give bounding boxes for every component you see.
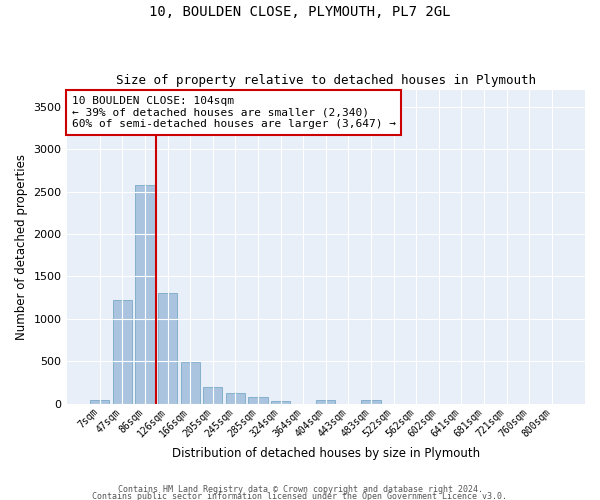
X-axis label: Distribution of detached houses by size in Plymouth: Distribution of detached houses by size … (172, 447, 480, 460)
Bar (136, 184, 155, 404)
Bar (316, 400, 335, 404)
Bar (113, 300, 132, 404)
Bar (158, 294, 177, 404)
Bar (271, 402, 290, 404)
Bar (181, 362, 200, 404)
Text: Contains HM Land Registry data © Crown copyright and database right 2024.: Contains HM Land Registry data © Crown c… (118, 486, 482, 494)
Text: 10, BOULDEN CLOSE, PLYMOUTH, PL7 2GL: 10, BOULDEN CLOSE, PLYMOUTH, PL7 2GL (149, 5, 451, 19)
Title: Size of property relative to detached houses in Plymouth: Size of property relative to detached ho… (116, 74, 536, 87)
Bar (90, 400, 109, 404)
Bar (203, 387, 223, 404)
Text: Contains public sector information licensed under the Open Government Licence v3: Contains public sector information licen… (92, 492, 508, 500)
Bar (226, 393, 245, 404)
Y-axis label: Number of detached properties: Number of detached properties (15, 154, 28, 340)
Bar (361, 400, 380, 404)
Text: 10 BOULDEN CLOSE: 104sqm
← 39% of detached houses are smaller (2,340)
60% of sem: 10 BOULDEN CLOSE: 104sqm ← 39% of detach… (72, 96, 396, 129)
Bar (248, 396, 268, 404)
